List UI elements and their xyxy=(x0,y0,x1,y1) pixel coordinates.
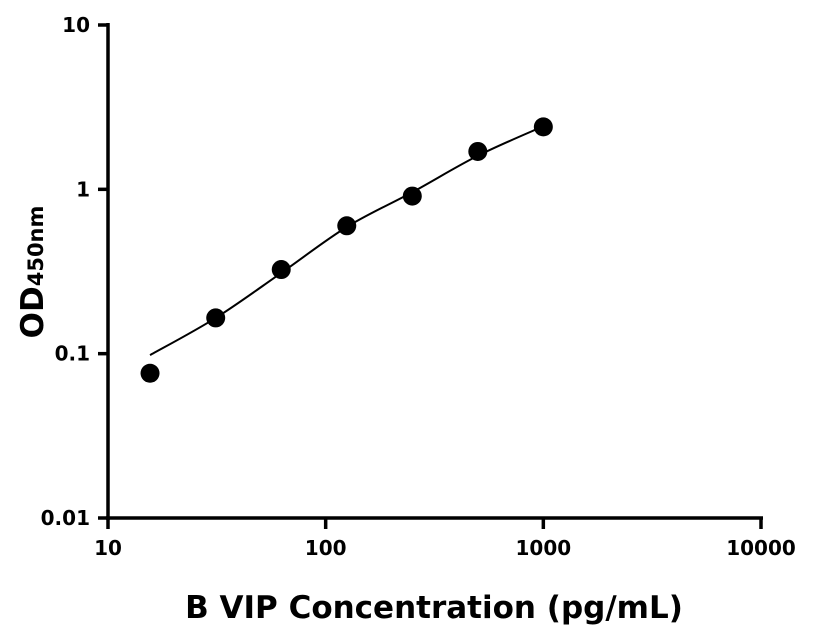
x-tick-label: 100 xyxy=(305,536,347,560)
y-tick-label: 0.01 xyxy=(41,506,90,530)
data-point xyxy=(402,186,422,206)
y-axis-label: OD450nm xyxy=(15,206,51,339)
data-point xyxy=(206,308,226,328)
data-point xyxy=(337,216,357,236)
y-tick-label: 10 xyxy=(62,13,90,37)
y-axis-label-main: OD xyxy=(15,286,51,338)
y-tick-label: 0.1 xyxy=(55,342,90,366)
x-tick-label: 10 xyxy=(94,536,122,560)
data-point xyxy=(533,117,553,137)
y-tick-label: 1 xyxy=(76,177,90,201)
data-point xyxy=(271,260,291,280)
x-tick-label: 1000 xyxy=(515,536,571,560)
x-axis-ticks: 10 100 1000 10000 xyxy=(94,518,796,560)
y-axis-label-subscript: 450nm xyxy=(24,206,48,287)
data-point xyxy=(468,141,488,161)
x-tick-label: 10000 xyxy=(726,536,796,560)
data-points xyxy=(140,117,553,383)
y-axis-ticks: 0.01 0.1 1 10 xyxy=(41,13,108,530)
x-axis-label: B VIP Concentration (pg/mL) xyxy=(185,590,683,626)
data-point xyxy=(140,363,160,383)
